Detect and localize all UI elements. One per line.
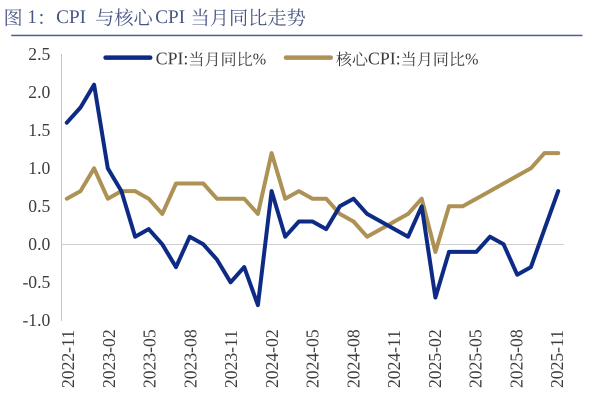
svg-text:1.0: 1.0 <box>28 158 50 178</box>
svg-text:2025-11: 2025-11 <box>547 330 567 388</box>
svg-text:2022-11: 2022-11 <box>58 330 78 388</box>
svg-text:2.0: 2.0 <box>28 82 50 102</box>
svg-text:-0.5: -0.5 <box>22 272 50 292</box>
svg-text:2025-02: 2025-02 <box>425 329 445 388</box>
svg-text:2023-05: 2023-05 <box>140 329 160 388</box>
svg-text:0.5: 0.5 <box>28 196 50 216</box>
svg-text:2025-05: 2025-05 <box>466 329 486 388</box>
svg-text:2023-08: 2023-08 <box>180 329 200 388</box>
svg-text:2023-02: 2023-02 <box>99 329 119 388</box>
svg-text:0.0: 0.0 <box>28 234 50 254</box>
svg-text:2024-05: 2024-05 <box>303 329 323 388</box>
svg-text:-1.0: -1.0 <box>22 310 50 330</box>
svg-text:2024-02: 2024-02 <box>262 329 282 388</box>
svg-text:2024-11: 2024-11 <box>384 330 404 388</box>
svg-text:1.5: 1.5 <box>28 120 50 140</box>
svg-text:2024-08: 2024-08 <box>343 329 363 388</box>
svg-text:2.5: 2.5 <box>28 44 50 64</box>
svg-text:2023-11: 2023-11 <box>221 330 241 388</box>
svg-text:2025-08: 2025-08 <box>507 329 527 388</box>
